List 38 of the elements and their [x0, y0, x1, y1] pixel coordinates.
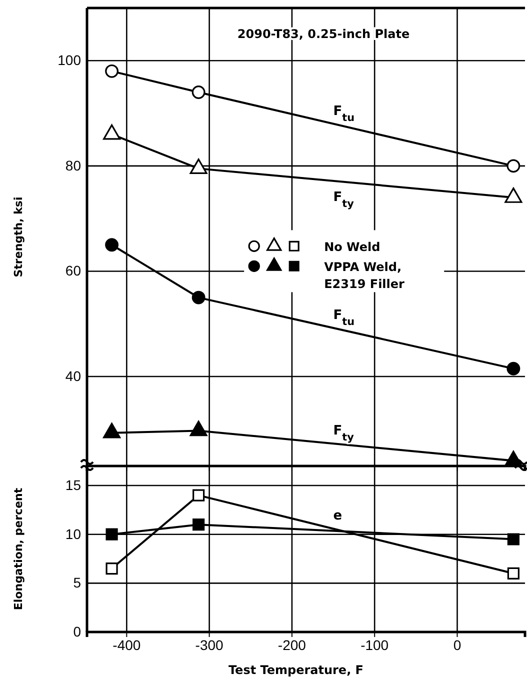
- series-label: F$_{ty}$: [333, 424, 354, 444]
- point: [192, 86, 206, 99]
- y-tick-label: 15: [65, 477, 82, 494]
- point: [106, 528, 118, 540]
- y-tick-label: 10: [65, 526, 82, 542]
- y-tick-label: 80: [65, 157, 82, 174]
- y-axis-title: Elongation, percent: [12, 488, 25, 610]
- point: [103, 422, 121, 438]
- annotation: VPPA Weld, E2319 Filler: [324, 260, 405, 292]
- x-tick-label: -200: [278, 636, 306, 653]
- point: [507, 567, 520, 580]
- point: [192, 518, 205, 531]
- point: [190, 420, 208, 436]
- annotation: No Weld: [324, 240, 380, 254]
- x-tick-label: -100: [360, 636, 389, 653]
- y-tick-label: 100: [58, 52, 82, 68]
- y-axis-title: Strength, ksi: [12, 196, 25, 278]
- point: [192, 290, 206, 304]
- x-tick-label: -300: [195, 636, 224, 653]
- y-tick-label: 60: [65, 262, 82, 279]
- series-label: e: [333, 508, 342, 524]
- x-tick-label: -400: [112, 636, 141, 653]
- point: [192, 489, 205, 502]
- y-tick-label: 40: [65, 368, 82, 384]
- y-tick-label: 0: [73, 623, 82, 640]
- point: [506, 159, 520, 173]
- point: [507, 533, 520, 546]
- point: [105, 238, 119, 252]
- y-tick-label: 5: [73, 574, 82, 591]
- series-label: F$_{ty}$: [333, 190, 354, 210]
- point: [105, 64, 119, 78]
- series-label: F$_{tu}$: [333, 104, 355, 124]
- point: [504, 450, 522, 466]
- point: [106, 562, 118, 575]
- point: [506, 362, 520, 376]
- series-label: F$_{tu}$: [333, 308, 355, 328]
- x-axis-title: Test Temperature, F: [228, 663, 364, 677]
- x-tick-label: 0: [453, 636, 462, 653]
